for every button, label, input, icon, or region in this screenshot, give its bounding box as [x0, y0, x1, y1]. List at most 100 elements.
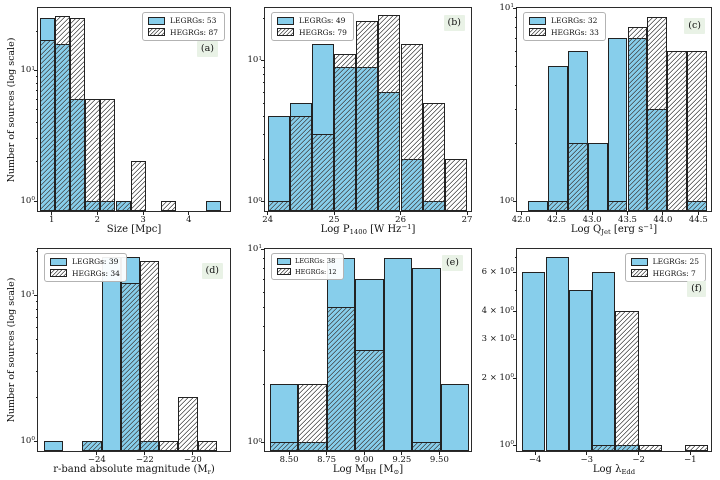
hegrg-bar [269, 442, 299, 451]
legrg-swatch-icon [529, 16, 546, 25]
hegrg-bar [685, 445, 709, 451]
legrg-swatch-icon [50, 257, 67, 266]
hegrg-bar [267, 201, 290, 211]
y-minor-tick [35, 396, 38, 398]
hegrg-bar [100, 99, 116, 211]
hegrg-bar [400, 44, 423, 211]
hegrg-bar [70, 18, 86, 211]
x-tick [144, 451, 146, 455]
y-minor-tick [262, 291, 265, 293]
legrg-bar [383, 257, 413, 451]
y-minor-tick [35, 122, 38, 123]
panel-tag: (e) [441, 255, 463, 271]
legrg-bar [548, 66, 568, 211]
y-minor-tick [262, 278, 265, 280]
legend-entry: LEGRGs: 53 [148, 16, 218, 25]
hegrg-bar [120, 283, 140, 451]
y-tick [261, 249, 265, 250]
y-minor-tick [262, 66, 265, 68]
x-tick-label: −1 [684, 455, 697, 465]
panel-a: 1 2 3 4 100 101 LEGRGs: 53 HEGRGs: 87 (a) Size [M… [21, 7, 231, 235]
y-tick-label: 6 × 100 [481, 266, 514, 277]
y-minor-tick [35, 90, 38, 92]
x-tick [591, 211, 593, 215]
hegrg-bar [197, 440, 217, 451]
x-axis-label: r-band absolute magnitude (Mr) [53, 464, 215, 476]
hegrg-swatch-icon [277, 28, 294, 36]
x-tick [326, 451, 328, 455]
y-tick-label: 100 [247, 196, 263, 207]
x-tick-label: 43.5 [618, 215, 637, 225]
x-tick [400, 211, 402, 215]
y-tick [261, 201, 265, 203]
y-tick [513, 8, 517, 9]
y-tick [34, 70, 38, 72]
x-tick [401, 451, 403, 455]
y-tick-label: 100 [247, 437, 263, 448]
y-minor-tick [514, 289, 517, 291]
hegrg-swatch-icon [529, 28, 546, 36]
y-minor-tick [262, 257, 265, 259]
legend-entry: HEGRGs: 87 [148, 28, 218, 37]
x-tick-label: 3 [140, 215, 146, 225]
x-tick [188, 211, 190, 215]
hegrg-bar [55, 16, 71, 211]
legrg-bar [269, 384, 299, 451]
hegrg-bar [115, 200, 131, 211]
y-axis-label: Number of sources (log scale) [6, 37, 17, 182]
legrg-bar [44, 440, 64, 451]
hegrg-bar [638, 445, 662, 451]
x-tick-label: 44.0 [653, 215, 673, 225]
y-minor-tick [262, 350, 265, 351]
x-tick-label: 9.00 [354, 455, 374, 465]
legend-label: LEGRGs: 39 [72, 257, 119, 266]
x-tick-label: 44.5 [688, 215, 708, 225]
y-tick-label: 4 × 100 [481, 306, 514, 316]
y-minor-tick [35, 250, 38, 252]
y-minor-tick [35, 109, 38, 111]
legrg-swatch-icon [630, 257, 648, 266]
legrg-bar [412, 267, 441, 451]
x-tick [96, 451, 98, 455]
y-minor-tick [35, 317, 38, 319]
x-tick-label: −22 [135, 455, 154, 465]
y-tick-label: 100 [499, 196, 515, 207]
y-tick [513, 338, 517, 340]
hegrg-bar [40, 40, 56, 211]
y-minor-tick [262, 158, 265, 160]
legend: LEGRGs: 25 HEGRGs: 7 [624, 253, 706, 282]
y-minor-tick [514, 256, 517, 258]
y-minor-tick [262, 91, 265, 93]
hegrg-bar [412, 442, 441, 451]
legend-entry: LEGRGs: 25 [630, 257, 699, 266]
legend-label: LEGRGs: 25 [652, 257, 699, 266]
x-tick-label: 8.75 [317, 455, 337, 465]
x-tick-label: −4 [528, 455, 542, 465]
x-tick-label: 9.25 [392, 455, 412, 465]
y-minor-tick [514, 50, 517, 52]
hegrg-bar [627, 26, 648, 211]
y-minor-tick [35, 30, 38, 32]
x-axis-label: Log P1400 [W Hz−1] [320, 222, 416, 236]
y-minor-tick [35, 82, 38, 84]
hegrg-bar [667, 50, 687, 211]
legrg-bar [267, 116, 290, 211]
x-axis-label: Size [Mpc] [106, 224, 162, 235]
panel-b: 24 25 26 27 100 101 LEGRGs: 49 HEGRGs: 79 (b) Log… [248, 7, 472, 235]
y-tick-label: 101 [499, 3, 515, 13]
x-tick-label: 43.0 [582, 215, 602, 225]
legend-label: LEGRGs: 49 [299, 16, 346, 25]
hegrg-bar [607, 201, 628, 211]
y-minor-tick [262, 325, 265, 327]
x-tick [466, 211, 468, 215]
y-tick-label: 101 [20, 289, 36, 300]
legrg-bar [528, 201, 549, 211]
x-tick-label: 25 [328, 215, 340, 225]
legend: LEGRGs: 38 HEGRGs: 12 [271, 253, 344, 280]
legrg-bar [206, 200, 222, 211]
legend-label: HEGRGs: 34 [72, 268, 120, 278]
hegrg-bar [615, 311, 639, 451]
legend-entry: HEGRGs: 12 [277, 268, 337, 276]
y-minor-tick [262, 73, 265, 75]
